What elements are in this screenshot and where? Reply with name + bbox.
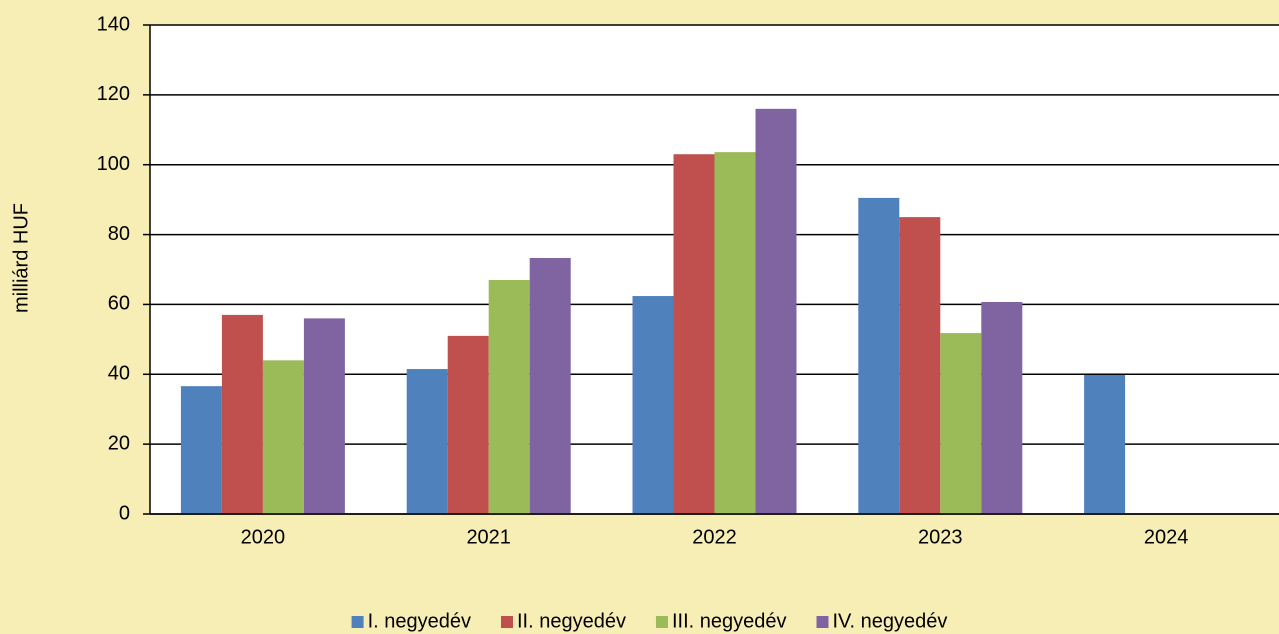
bar (1084, 374, 1126, 514)
y-tick-label: 60 (108, 293, 130, 315)
y-tick-label: 0 (119, 502, 130, 524)
legend-label: IV. negyedév (833, 610, 948, 632)
bar (755, 108, 797, 514)
legend-swatch (816, 616, 829, 628)
x-tick-label: 2023 (918, 526, 963, 548)
y-tick-label: 20 (108, 432, 130, 454)
legend-label: I. negyedév (368, 610, 471, 632)
legend-label: II. negyedév (517, 610, 626, 632)
legend-label: III. negyedév (672, 610, 787, 632)
bar (673, 154, 715, 514)
bar (221, 314, 263, 514)
bar (899, 217, 941, 514)
bar (981, 301, 1023, 514)
bar (303, 318, 345, 514)
x-tick-label: 2020 (241, 526, 286, 548)
bar (632, 296, 674, 514)
x-tick-label: 2022 (692, 526, 737, 548)
bar (858, 197, 900, 514)
bar (262, 360, 304, 514)
bar (714, 152, 756, 514)
y-tick-label: 100 (97, 153, 130, 175)
legend-swatch (351, 616, 364, 628)
x-tick-label: 2021 (466, 526, 511, 548)
bar (180, 386, 222, 514)
legend-swatch (501, 616, 513, 628)
y-tick-label: 140 (97, 13, 130, 35)
bar (529, 257, 571, 514)
bar (940, 333, 982, 514)
bar (406, 369, 448, 514)
bar (488, 279, 530, 514)
y-axis-label: milliárd HUF (10, 203, 32, 313)
y-tick-label: 80 (108, 223, 130, 245)
y-tick-label: 40 (108, 363, 130, 385)
legend-swatch (655, 616, 668, 628)
x-tick-label: 2024 (1144, 526, 1189, 548)
y-tick-label: 120 (97, 83, 130, 105)
bar (447, 335, 489, 514)
